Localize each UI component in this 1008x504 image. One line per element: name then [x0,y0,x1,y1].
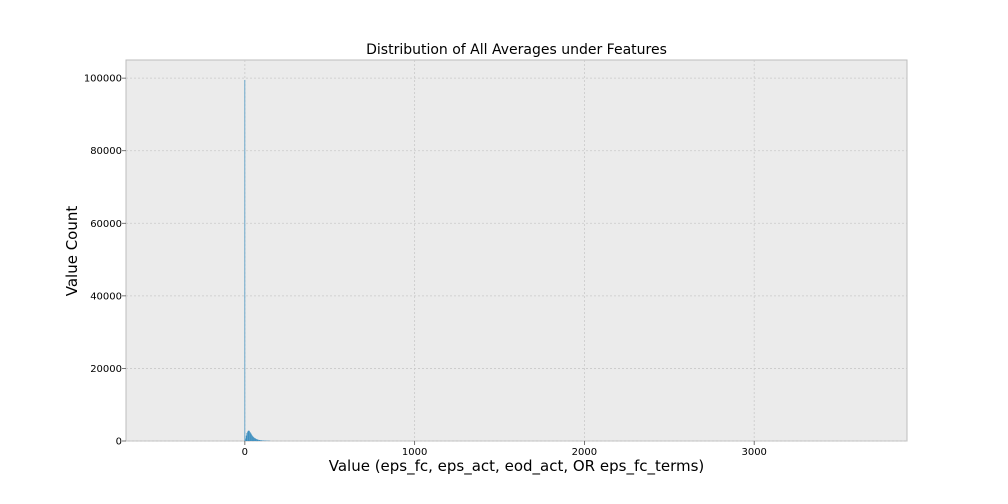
histogram-bar [259,440,261,441]
y-tick-label: 20000 [90,364,122,375]
histogram-bar [254,438,256,441]
histogram-bar [245,438,246,441]
x-tick-label: 1000 [402,447,427,458]
histogram-bar [262,440,263,441]
histogram-bar [255,438,257,441]
histogram-bar [253,437,255,441]
histogram-bar [258,439,259,441]
histogram-bar [251,435,253,441]
histogram-bar [247,431,248,441]
histogram-bar [248,430,250,441]
y-tick-label: 0 [116,437,122,448]
histogram-bar [260,440,262,441]
histogram-bar [245,435,247,441]
histogram-bar [254,437,255,441]
histogram-bar [250,433,252,441]
histogram-bar [256,438,257,441]
y-axis-label: Value Count [63,206,81,297]
histogram-bar [249,431,250,441]
histogram-bar [256,439,258,441]
histogram-bar [261,440,263,441]
plot-area [125,59,908,442]
x-tick-label: 0 [242,447,248,458]
y-tick-label: 40000 [90,291,122,302]
chart-title: Distribution of All Averages under Featu… [366,42,667,58]
x-axis-label: Value (eps_fc, eps_act, eod_act, OR eps_… [329,457,705,476]
histogram-bar [252,436,254,441]
y-tick-label: 100000 [84,74,122,85]
x-axis-ticks: 0 1000 2000 3000 [242,441,767,458]
histogram-bar [249,432,251,441]
y-tick-label: 80000 [90,146,122,157]
histogram-bar [246,433,248,441]
histogram-bar [260,440,261,441]
x-tick-label: 3000 [741,447,766,458]
y-axis-ticks: 0 20000 40000 60000 80000 100000 [84,74,126,448]
x-tick-label: 2000 [572,447,597,458]
histogram-bar [257,439,259,441]
histogram-bar [247,430,249,441]
histogram-bars [244,79,271,441]
histogram-bar [251,434,252,441]
y-tick-label: 60000 [90,219,122,230]
histogram-bar [258,439,260,441]
histogram-bar [244,79,246,441]
